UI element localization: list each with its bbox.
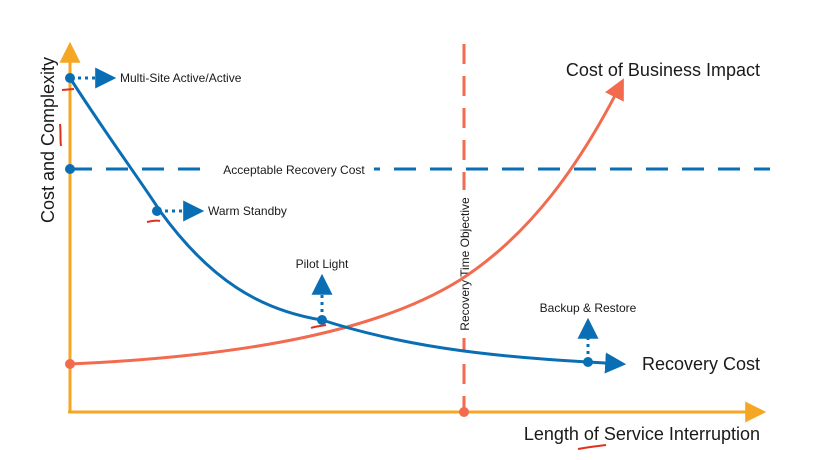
threshold-label-bg: [214, 160, 374, 178]
business-impact-label: Cost of Business Impact: [566, 60, 760, 80]
rto-label-bg: [457, 190, 472, 338]
warm-standby-dot: [152, 206, 162, 216]
markup-stroke-1: [61, 88, 75, 91]
pilot-light-dot: [317, 315, 327, 325]
markup-stroke-2: [59, 123, 62, 147]
x-axis-title: Length of Service Interruption: [524, 424, 760, 444]
recovery-cost-label: Recovery Cost: [642, 354, 760, 374]
markup-stroke-4: [310, 324, 327, 329]
backup-restore-label: Backup & Restore: [540, 301, 637, 315]
markup-stroke-5: [577, 444, 607, 450]
threshold-origin-dot: [65, 164, 75, 174]
business-impact-start-dot: [65, 359, 75, 369]
y-axis-title: Cost and Complexity: [38, 57, 58, 223]
backup-restore-dot: [583, 357, 593, 367]
warm-standby-label: Warm Standby: [208, 204, 287, 218]
multi-site-dot: [65, 73, 75, 83]
business-impact-curve: [69, 78, 624, 366]
rto-label: Recovery Time Objective: [458, 197, 472, 331]
markup-stroke-3: [146, 219, 161, 223]
pilot-light-label: Pilot Light: [296, 257, 349, 271]
multi-site-label: Multi-Site Active/Active: [120, 71, 242, 85]
rto-axis-dot: [459, 407, 469, 417]
threshold-label: Acceptable Recovery Cost: [223, 163, 365, 177]
recovery-cost-curve: [68, 77, 627, 374]
